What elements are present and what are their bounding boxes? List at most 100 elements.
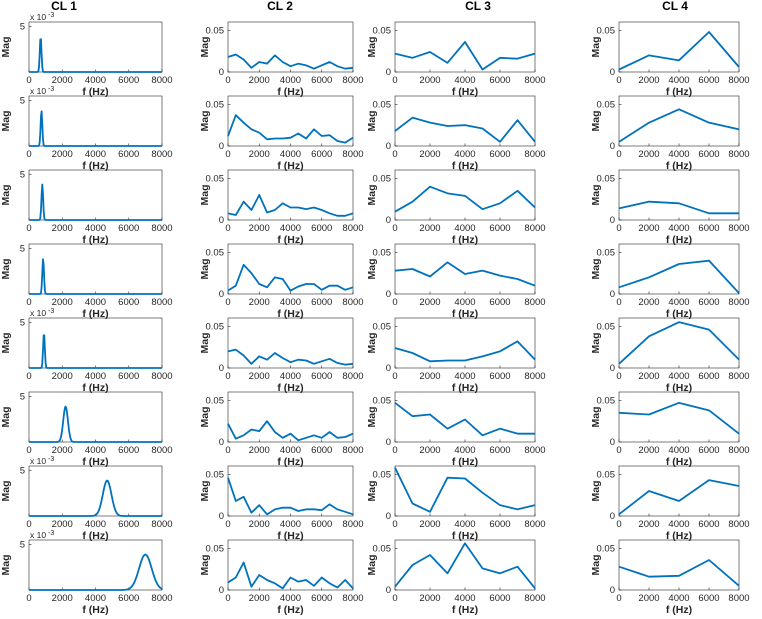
panel-r3c4: 0 2000 4000 6000 8000 f (Hz) Mag 0 0.05: [590, 169, 750, 246]
series-line: [618, 108, 740, 143]
x-tick-label: 8000: [151, 371, 172, 382]
x-tick-label: 2000: [52, 445, 73, 456]
y-tick-label: 0: [219, 511, 224, 522]
y-tick-label: 0: [386, 289, 391, 300]
x-axis-label: f (Hz): [452, 382, 478, 394]
panel-r1c1: 0 2000 4000 6000 8000 f (Hz) Mag 5 x 10 -3: [0, 12, 173, 98]
x-tick-label: 0: [616, 223, 621, 234]
x-tick-label: 6000: [118, 75, 139, 86]
x-tick-label: 2000: [638, 519, 659, 530]
panel-r6c4: 0 2000 4000 6000 8000 f (Hz) Mag 0 0.05: [590, 391, 750, 468]
axes-frame: [394, 539, 536, 591]
x-tick-label: 0: [392, 75, 397, 86]
x-tick-label: 0: [616, 445, 621, 456]
y-tick-label: 0.05: [597, 247, 616, 258]
x-tick-label: 8000: [151, 223, 172, 234]
x-tick-label: 4000: [668, 519, 689, 530]
y-scale-exponent: x 10 -3: [30, 456, 54, 466]
y-axis-label: Mag: [0, 111, 12, 132]
x-axis-label: f (Hz): [666, 234, 692, 246]
axes-frame: [227, 539, 354, 591]
y-scale-exponent: x 10 -3: [30, 308, 54, 318]
x-tick-label: 6000: [489, 371, 510, 382]
series-line: [618, 200, 739, 215]
x-tick-label: 4000: [85, 445, 106, 456]
x-tick-label: 6000: [311, 445, 332, 456]
x-axis-label: f (Hz): [277, 604, 303, 616]
x-tick-label: 4000: [454, 75, 475, 86]
y-tick-label: 5: [20, 466, 25, 477]
y-tick-label: 0: [610, 141, 615, 152]
x-axis-label: f (Hz): [666, 382, 692, 394]
x-axis-label: f (Hz): [82, 308, 108, 320]
series-line: [618, 559, 740, 587]
x-tick-label: 2000: [249, 149, 270, 160]
y-axis-label: Mag: [366, 407, 378, 428]
series-line: [618, 321, 740, 365]
series-line: [394, 467, 536, 513]
y-scale-exponent: x 10 -3: [30, 86, 54, 96]
x-tick-label: 4000: [454, 371, 475, 382]
x-tick-label: 6000: [118, 149, 139, 160]
y-tick-label: 0.05: [206, 25, 225, 36]
panel-r4c2: 0 2000 4000 6000 8000 f (Hz) Mag 0 0.05: [199, 243, 364, 320]
y-axis-label: Mag: [199, 111, 211, 132]
panel-r4c4: 0 2000 4000 6000 8000 f (Hz) Mag 0 0.05: [590, 243, 750, 320]
x-tick-label: 6000: [311, 223, 332, 234]
x-tick-label: 4000: [280, 445, 301, 456]
x-tick-label: 0: [225, 371, 230, 382]
x-tick-label: 4000: [85, 519, 106, 530]
series-line: [227, 420, 354, 442]
y-tick-label: 0.05: [597, 321, 616, 332]
y-tick-label: 0.05: [206, 395, 225, 406]
x-axis-label: f (Hz): [452, 456, 478, 468]
y-tick-label: 0: [219, 67, 224, 78]
column-title-cl2: CL 2: [267, 0, 293, 13]
y-axis-label: Mag: [0, 37, 12, 58]
series-line: [618, 31, 740, 71]
axes-frame: [618, 95, 740, 147]
x-tick-label: 8000: [151, 593, 172, 604]
x-tick-label: 2000: [249, 519, 270, 530]
series-line: [227, 477, 354, 516]
x-axis-label: f (Hz): [277, 456, 303, 468]
x-axis-label: f (Hz): [82, 160, 108, 172]
x-tick-label: 4000: [85, 223, 106, 234]
x-tick-label: 4000: [668, 593, 689, 604]
x-tick-label: 2000: [419, 149, 440, 160]
x-tick-label: 4000: [85, 593, 106, 604]
x-tick-label: 2000: [419, 223, 440, 234]
x-tick-label: 8000: [524, 445, 545, 456]
series-line: [227, 114, 354, 144]
x-tick-label: 4000: [280, 297, 301, 308]
axes-frame: [618, 391, 740, 443]
x-tick-label: 0: [26, 445, 31, 456]
column-title-cl1: CL 1: [51, 0, 77, 13]
x-axis-label: f (Hz): [82, 456, 108, 468]
series-line: [28, 258, 163, 295]
x-tick-label: 0: [392, 149, 397, 160]
x-tick-label: 4000: [280, 519, 301, 530]
x-axis-label: f (Hz): [82, 530, 108, 542]
x-tick-label: 0: [26, 297, 31, 308]
x-tick-label: 6000: [489, 445, 510, 456]
x-tick-label: 0: [392, 223, 397, 234]
panel-r5c2: 0 2000 4000 6000 8000 f (Hz) Mag 0 0.05: [199, 317, 364, 394]
y-tick-label: 0: [610, 67, 615, 78]
x-tick-label: 0: [392, 445, 397, 456]
x-tick-label: 8000: [151, 75, 172, 86]
x-axis-label: f (Hz): [666, 86, 692, 98]
axes-frame: [28, 21, 163, 73]
x-tick-label: 6000: [489, 75, 510, 86]
x-tick-label: 6000: [311, 149, 332, 160]
x-tick-label: 0: [225, 445, 230, 456]
series-line: [394, 41, 536, 71]
y-tick-label: 0.05: [597, 469, 616, 480]
y-tick-label: 0.05: [597, 395, 616, 406]
x-tick-label: 6000: [489, 223, 510, 234]
x-tick-label: 2000: [638, 297, 659, 308]
series-line: [394, 261, 536, 287]
x-axis-label: f (Hz): [666, 308, 692, 320]
x-tick-label: 6000: [698, 223, 719, 234]
